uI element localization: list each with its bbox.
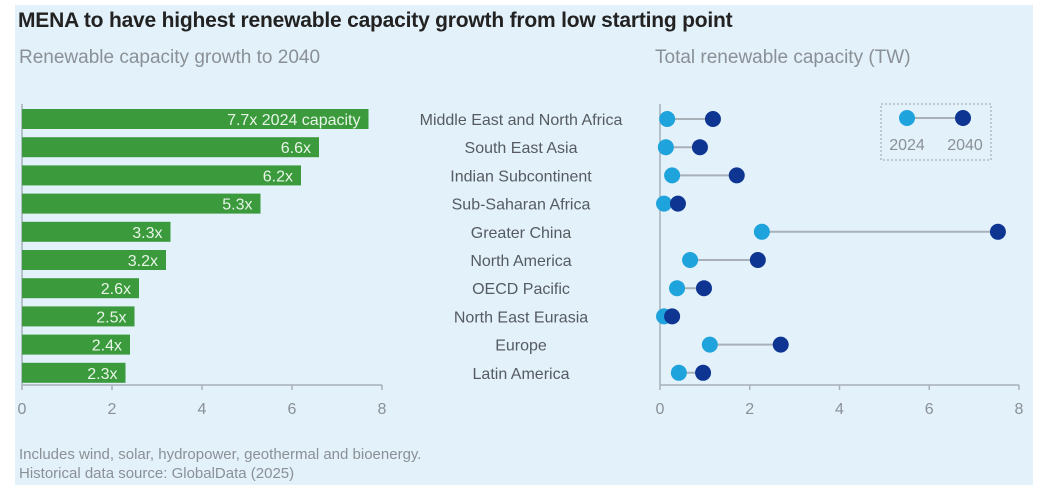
footnote-source: Historical data source: GlobalData (2025…: [19, 465, 295, 482]
bar-data-label: 3.3x: [132, 225, 162, 242]
bar-chart-x-tick-label: 2: [108, 401, 117, 418]
legend-dot-2040: [955, 110, 971, 126]
dumbbell-x-tick-label: 0: [656, 401, 665, 418]
bar: [22, 334, 130, 355]
dot-2040: [695, 364, 712, 381]
bar-data-label: 2.4x: [92, 338, 122, 355]
bar: [22, 250, 166, 270]
legend-dot-2024: [899, 110, 915, 126]
category-label: Indian Subcontinent: [450, 168, 592, 185]
chart-title: MENA to have highest renewable capacity …: [18, 9, 733, 32]
dumbbell-chart-subtitle: Total renewable capacity (TW): [655, 47, 911, 68]
bar-chart-x-tick-label: 4: [198, 401, 207, 418]
legend-label-2040: 2040: [947, 137, 983, 154]
bar-data-label: 6.2x: [263, 168, 293, 185]
dot-2024: [669, 280, 686, 297]
bar-data-label: 2.3x: [87, 366, 117, 383]
bar: [22, 278, 139, 299]
bar: [22, 306, 135, 327]
category-label: Sub-Saharan Africa: [452, 197, 591, 214]
dot-2040: [728, 167, 745, 184]
bar-data-label: 7.7x 2024 capacity: [227, 112, 360, 129]
bar: [22, 221, 171, 242]
dot-2024: [657, 139, 674, 156]
dot-2040: [669, 195, 686, 212]
bar-chart-x-tick-label: 0: [18, 401, 27, 418]
category-label: Europe: [495, 338, 547, 355]
dot-2040: [695, 280, 712, 297]
category-label: North East Eurasia: [454, 309, 588, 326]
bar: [22, 193, 261, 214]
bar: [22, 109, 369, 129]
bar-data-label: 3.2x: [128, 253, 158, 270]
footnote-includes: Includes wind, solar, hydropower, geothe…: [19, 446, 422, 463]
category-label: Latin America: [473, 366, 570, 383]
bar-data-label: 6.6x: [281, 140, 311, 157]
legend-box: [880, 103, 992, 161]
dot-2040: [772, 336, 789, 353]
bar: [22, 165, 301, 186]
category-label: OECD Pacific: [472, 281, 570, 298]
dumbbell-x-tick-label: 6: [925, 401, 934, 418]
dumbbell-x-tick-label: 8: [1015, 401, 1024, 418]
dot-2024: [753, 223, 770, 240]
dot-2040: [749, 252, 766, 268]
legend-label-2024: 2024: [889, 137, 925, 154]
dot-2024: [670, 364, 687, 381]
bar: [22, 362, 126, 383]
dot-2040: [664, 308, 681, 325]
dot-2024: [656, 195, 673, 212]
bar-chart-subtitle: Renewable capacity growth to 2040: [19, 47, 321, 68]
dot-2040: [704, 111, 721, 127]
bar: [22, 137, 319, 158]
bar-data-label: 2.6x: [101, 281, 131, 298]
bar-data-label: 2.5x: [96, 309, 126, 326]
category-label: Middle East and North Africa: [420, 112, 623, 129]
category-label: South East Asia: [465, 140, 578, 157]
dot-2024: [701, 336, 718, 353]
dot-2024: [659, 111, 676, 127]
dumbbell-x-tick-label: 4: [835, 401, 844, 418]
dot-2040: [989, 223, 1006, 240]
bar-chart-x-tick-label: 8: [378, 401, 387, 418]
bar-data-label: 5.3x: [222, 197, 252, 214]
category-label: Greater China: [471, 225, 572, 242]
dumbbell-x-tick-label: 2: [745, 401, 754, 418]
chart-panel: [15, 5, 1033, 485]
dot-2024: [664, 167, 681, 184]
dot-2024: [682, 252, 699, 268]
dot-2040: [691, 139, 708, 156]
bar-chart-x-tick-label: 6: [288, 401, 297, 418]
category-label: North America: [470, 253, 571, 270]
